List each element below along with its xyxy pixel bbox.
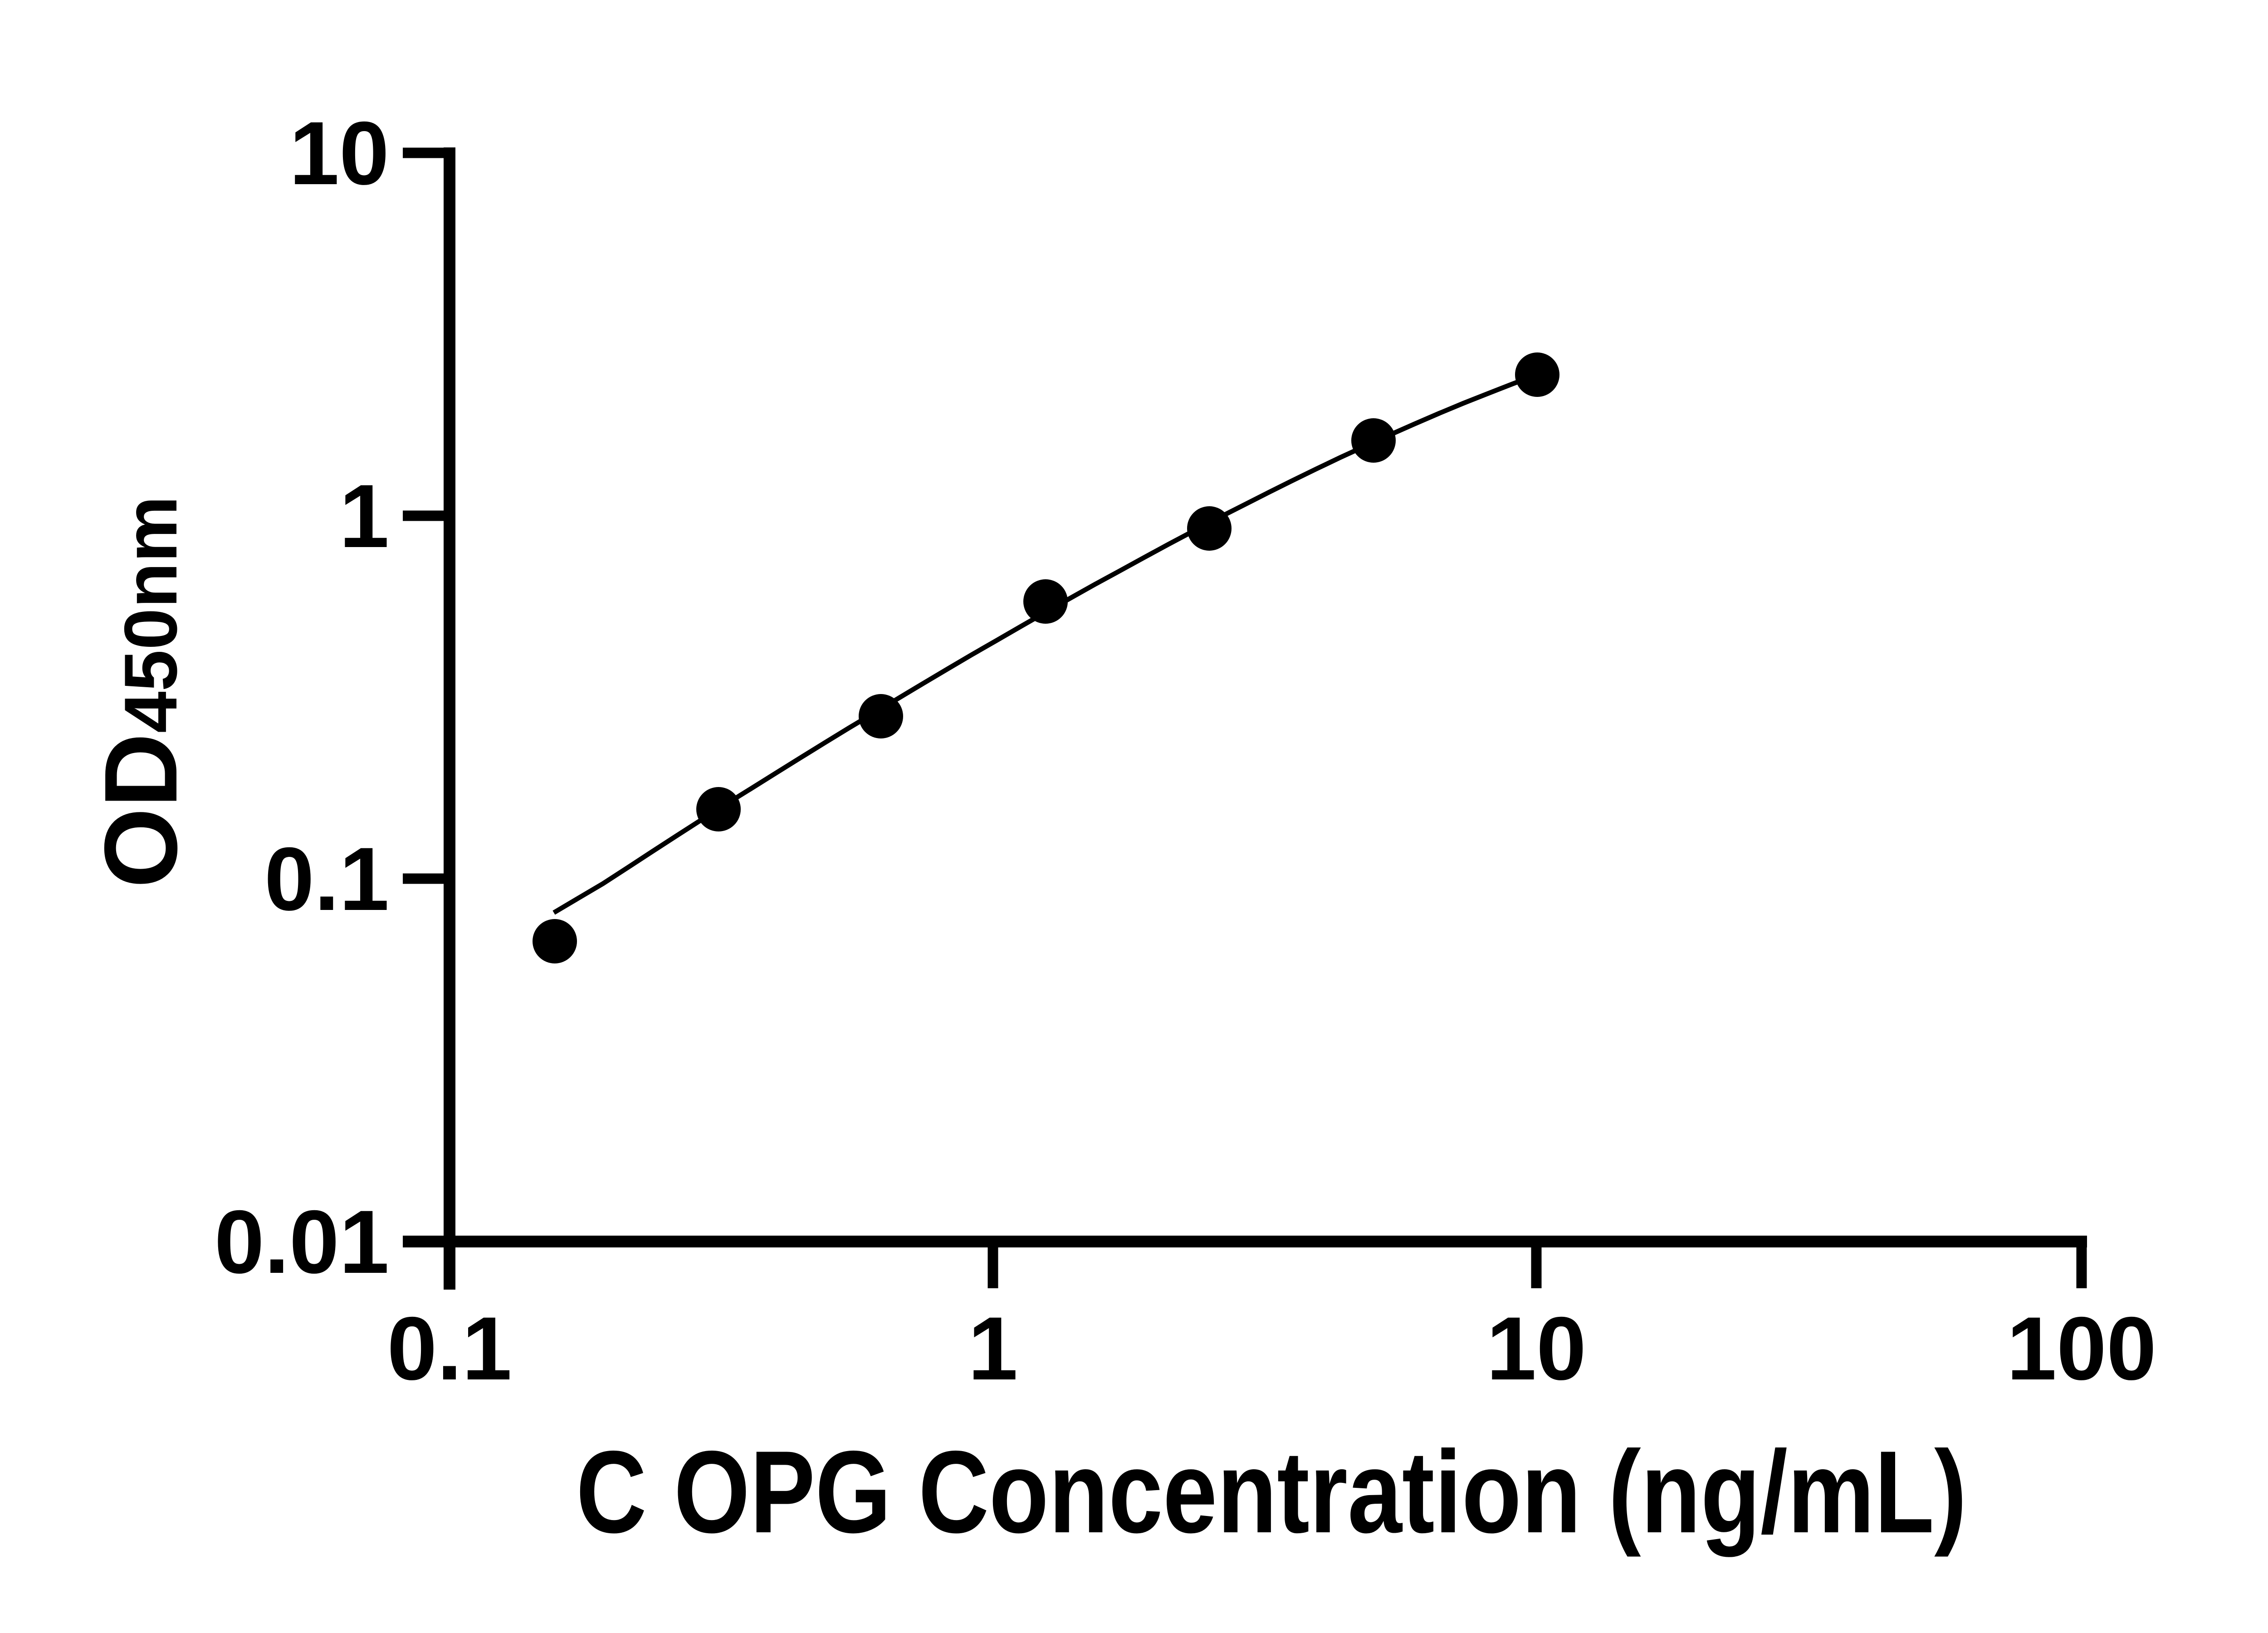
svg-text:1: 1 xyxy=(339,466,389,566)
svg-text:0.1: 0.1 xyxy=(387,1298,512,1398)
svg-text:0.01: 0.01 xyxy=(215,1192,389,1292)
svg-text:10: 10 xyxy=(1486,1298,1586,1398)
svg-text:C OPG Concentration (ng/mL): C OPG Concentration (ng/mL) xyxy=(576,1426,1967,1558)
svg-text:0.1: 0.1 xyxy=(264,829,389,929)
svg-text:10: 10 xyxy=(289,103,389,203)
svg-text:100: 100 xyxy=(2007,1298,2156,1398)
svg-text:1: 1 xyxy=(968,1298,1018,1398)
